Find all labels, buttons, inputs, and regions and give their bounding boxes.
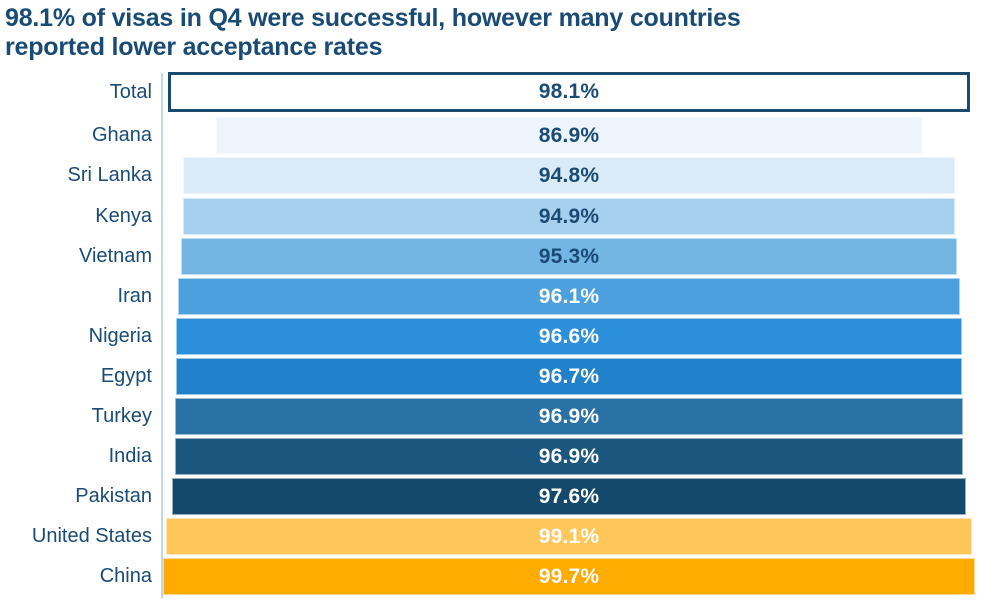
- chart-title-line1: 98.1% of visas in Q4 were successful, ho…: [5, 4, 741, 32]
- bar-value-nigeria: 96.6%: [538, 324, 600, 348]
- y-axis-line: [161, 73, 163, 598]
- bar-china: 99.7%: [163, 558, 975, 596]
- category-label-iran: Iran: [117, 284, 152, 307]
- bar-pakistan: 97.6%: [172, 478, 966, 516]
- category-label-pakistan: Pakistan: [75, 485, 152, 508]
- category-label-turkey: Turkey: [91, 405, 152, 427]
- bar-egypt: 96.7%: [175, 357, 963, 395]
- bar-value-vietnam: 95.3%: [538, 244, 600, 268]
- bar-value-india: 96.9%: [538, 445, 600, 469]
- bar-ghana: 86.9%: [215, 117, 923, 155]
- bar-value-united-states: 99.1%: [538, 525, 600, 549]
- chart-title-line2: reported lower acceptance rates: [5, 33, 383, 61]
- bar-value-sri-lanka: 94.8%: [538, 164, 600, 188]
- category-label-india: India: [108, 445, 152, 468]
- category-label-united-states: United States: [31, 525, 152, 548]
- category-label-egypt: Egypt: [100, 364, 152, 387]
- bar-iran: 96.1%: [178, 277, 960, 315]
- bar-total: 98.1%: [167, 71, 970, 112]
- bar-value-total: 98.1%: [538, 79, 600, 103]
- bar-value-china: 99.7%: [538, 565, 600, 589]
- bar-sri-lanka: 94.8%: [183, 157, 955, 195]
- bar-value-turkey: 96.9%: [538, 405, 600, 428]
- bar-india: 96.9%: [174, 438, 964, 476]
- category-label-sri-lanka: Sri Lanka: [67, 164, 153, 187]
- bar-turkey: 96.9%: [174, 398, 964, 435]
- bar-kenya: 94.9%: [182, 197, 955, 235]
- bar-value-ghana: 86.9%: [538, 124, 600, 148]
- bar-vietnam: 95.3%: [181, 237, 957, 275]
- bar-value-egypt: 96.7%: [538, 364, 600, 388]
- category-label-total: Total: [109, 80, 152, 103]
- category-label-ghana: Ghana: [91, 124, 152, 147]
- bar-nigeria: 96.6%: [176, 317, 962, 355]
- bar-united-states: 99.1%: [165, 518, 973, 556]
- bar-value-iran: 96.1%: [538, 284, 600, 308]
- bar-value-kenya: 94.9%: [538, 204, 600, 228]
- category-label-nigeria: Nigeria: [88, 324, 152, 347]
- chart-title: 98.1% of visas in Q4 were successful, ho…: [5, 4, 741, 62]
- category-label-vietnam: Vietnam: [78, 244, 152, 267]
- category-label-kenya: Kenya: [95, 204, 152, 227]
- category-label-china: China: [99, 565, 152, 588]
- bar-value-pakistan: 97.6%: [538, 485, 600, 509]
